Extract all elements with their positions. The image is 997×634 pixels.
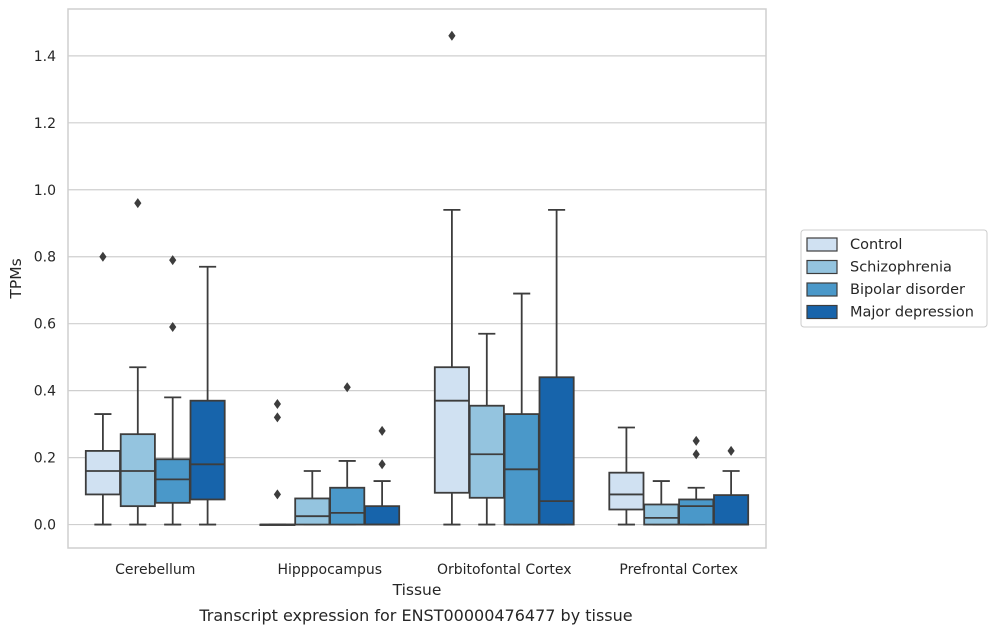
outlier-marker [273, 412, 281, 423]
x-tick-label: Cerebellum [115, 562, 195, 578]
outlier-marker [99, 251, 107, 262]
box-iqr [189, 399, 226, 501]
legend-swatch [806, 304, 838, 320]
y-tick-label: 0.2 [34, 451, 56, 467]
legend-swatch [806, 237, 838, 252]
y-tick-label: 1.4 [34, 49, 56, 65]
box-iqr [678, 498, 715, 526]
box-iqr [154, 458, 191, 504]
box-iqr [713, 494, 750, 526]
box-iqr [294, 497, 331, 526]
outlier-marker [727, 445, 735, 456]
box-iqr [608, 471, 645, 511]
legend-label: Control [850, 237, 902, 253]
legend-swatch [806, 259, 838, 275]
x-tick-label: Prefrontal Cortex [619, 562, 738, 578]
outlier-marker [169, 322, 177, 333]
legend-label: Bipolar disorder [850, 282, 965, 298]
y-axis-label: TPMs [7, 258, 25, 299]
outlier-marker [692, 435, 700, 446]
box-iqr [84, 450, 121, 496]
chart-caption: Transcript expression for ENST0000047647… [199, 606, 633, 625]
x-tick-label: Hipppocampus [277, 562, 382, 578]
outlier-marker [448, 30, 456, 41]
outlier-marker [273, 399, 281, 410]
outlier-marker [134, 198, 142, 209]
outlier-marker [378, 459, 386, 470]
y-tick-label: 0.8 [34, 250, 56, 266]
box-iqr [643, 503, 680, 526]
y-tick-label: 1.0 [34, 183, 56, 199]
y-tick-label: 0.0 [34, 518, 56, 534]
box-iqr [364, 505, 401, 526]
legend-swatch [806, 282, 838, 297]
box-iqr [329, 486, 366, 526]
outlier-marker [169, 255, 177, 266]
outlier-marker [692, 449, 700, 460]
box-iqr [538, 376, 575, 526]
legend-label: Schizophrenia [850, 260, 952, 276]
outlier-marker [378, 425, 386, 436]
outlier-marker [273, 489, 281, 500]
box-iqr [468, 404, 505, 499]
box-iqr [433, 366, 470, 494]
plot-frame [67, 8, 767, 549]
legend-box [800, 229, 988, 328]
y-tick-label: 0.4 [34, 384, 56, 400]
outlier-marker [343, 382, 351, 393]
x-tick-label: Orbitofontal Cortex [437, 562, 572, 578]
y-tick-label: 0.6 [34, 317, 56, 333]
y-tick-label: 1.2 [34, 116, 56, 132]
legend-label: Major depression [850, 305, 974, 321]
x-axis-label: Tissue [392, 581, 442, 599]
